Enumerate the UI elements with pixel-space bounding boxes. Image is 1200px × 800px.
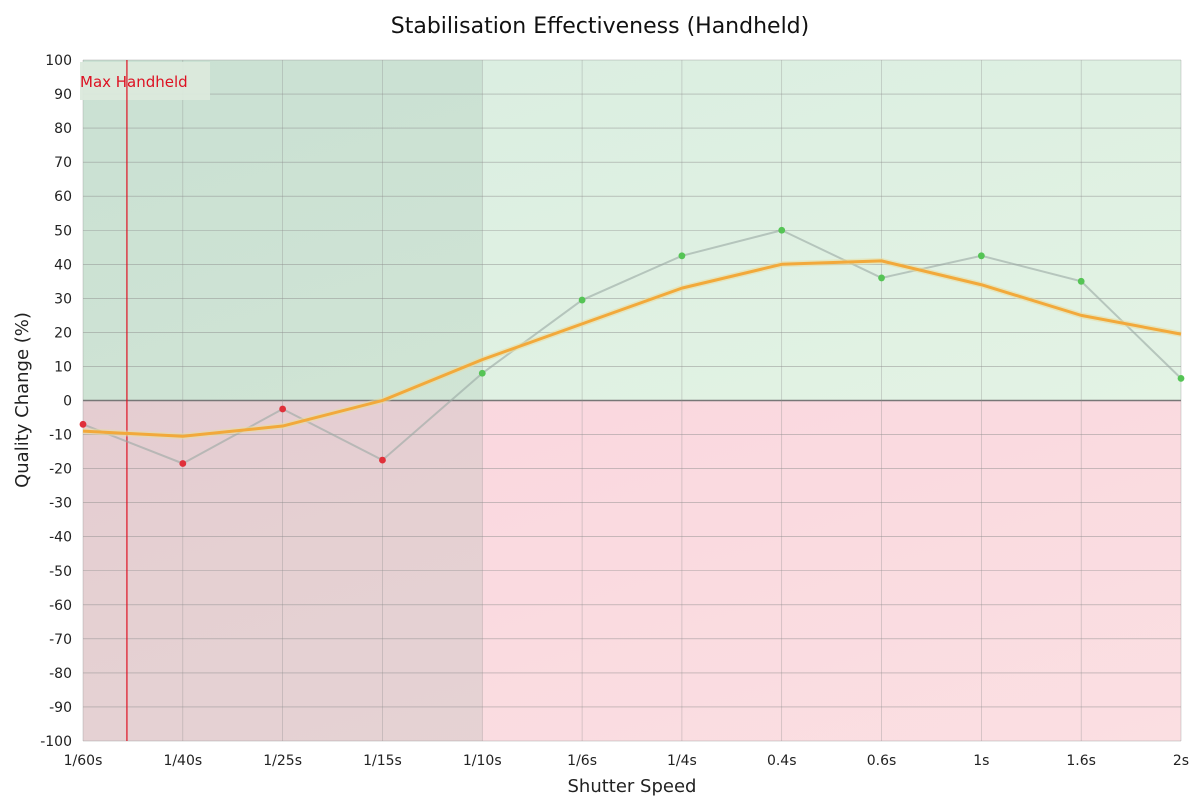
measured-series-line bbox=[82, 229, 1182, 465]
measured-data-point bbox=[379, 456, 386, 464]
chart-title: Stabilisation Effectiveness (Handheld) bbox=[391, 14, 809, 39]
y-tick-label: 100 bbox=[45, 53, 72, 69]
x-tick-label: 1/15s bbox=[363, 753, 402, 769]
y-tick-label: -100 bbox=[40, 734, 72, 750]
x-axis-title: Shutter Speed bbox=[568, 776, 697, 797]
y-tick-label: 70 bbox=[54, 155, 72, 171]
y-tick-label: -40 bbox=[49, 530, 72, 546]
x-tick-label: 1.6s bbox=[1066, 753, 1096, 769]
x-tick-label: 1/60s bbox=[64, 753, 103, 769]
y-tick-label: 20 bbox=[54, 325, 72, 341]
measured-data-point bbox=[678, 252, 686, 260]
measured-data-point bbox=[79, 420, 87, 428]
measured-data-point bbox=[179, 460, 187, 467]
y-tick-label: 30 bbox=[54, 291, 72, 307]
x-tick-label: 1s bbox=[973, 753, 989, 769]
measured-data-point bbox=[878, 274, 885, 282]
y-tick-label: -60 bbox=[49, 598, 72, 614]
y-tick-label: 40 bbox=[54, 257, 72, 273]
annotation-label-bg bbox=[80, 62, 210, 100]
measured-data-point bbox=[478, 369, 486, 377]
measured-data-point bbox=[1177, 374, 1185, 382]
y-tick-label: 80 bbox=[54, 121, 72, 137]
x-tick-label: 0.4s bbox=[767, 753, 797, 769]
y-axis-title: Quality Change (%) bbox=[12, 312, 33, 488]
y-tick-label: -80 bbox=[49, 666, 72, 682]
y-tick-label: -50 bbox=[49, 564, 72, 580]
x-tick-label: 1/40s bbox=[163, 753, 202, 769]
x-tick-label: 1/10s bbox=[463, 753, 502, 769]
x-tick-label: 1/6s bbox=[567, 753, 597, 769]
max-handheld-label: Max Handheld bbox=[80, 73, 188, 91]
y-tick-label: 0 bbox=[63, 394, 72, 410]
y-tick-label: -90 bbox=[49, 700, 72, 716]
x-tick-label: 2s bbox=[1173, 753, 1189, 769]
y-tick-label: 50 bbox=[54, 223, 72, 239]
measured-data-point bbox=[279, 405, 287, 413]
y-tick-label: -10 bbox=[49, 428, 72, 444]
trend-series-line bbox=[82, 259, 1182, 438]
measured-data-point bbox=[578, 296, 586, 304]
grid-lines bbox=[82, 59, 1182, 742]
measured-data-point bbox=[977, 252, 985, 260]
y-tick-label: -70 bbox=[49, 632, 72, 648]
measured-data-point bbox=[778, 226, 786, 234]
x-tick-label: 1/4s bbox=[667, 753, 697, 769]
x-tick-label: 1/25s bbox=[263, 753, 302, 769]
y-tick-label: 10 bbox=[54, 359, 72, 375]
y-tick-label: -30 bbox=[49, 496, 72, 512]
x-tick-label: 0.6s bbox=[867, 753, 897, 769]
measured-data-point bbox=[1077, 277, 1085, 285]
y-tick-label: -20 bbox=[49, 462, 72, 478]
y-tick-label: 90 bbox=[54, 87, 72, 103]
y-tick-label: 60 bbox=[54, 189, 72, 205]
